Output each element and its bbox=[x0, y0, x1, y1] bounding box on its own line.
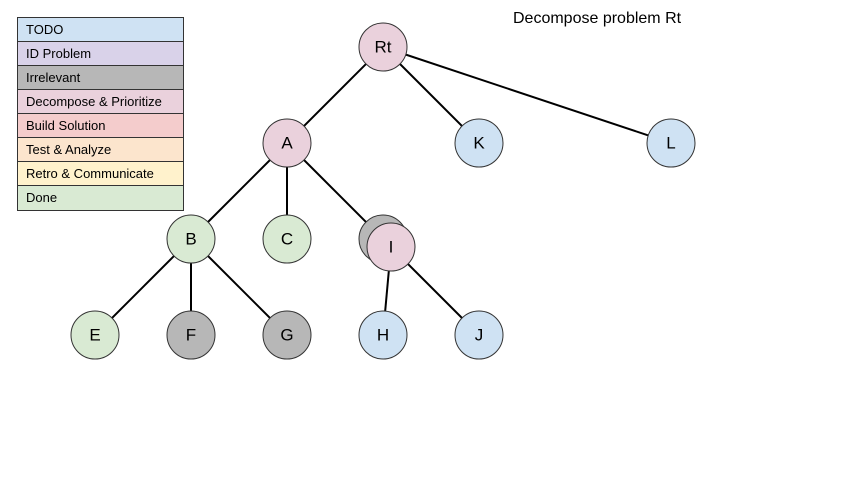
node-i[interactable]: I bbox=[366, 222, 416, 272]
node-circle bbox=[262, 214, 312, 264]
node-circle bbox=[358, 310, 408, 360]
node-c[interactable]: C bbox=[262, 214, 312, 264]
node-label: F bbox=[186, 326, 196, 345]
nodes-layer: Rt A K L B C I E F G H J bbox=[70, 22, 696, 360]
node-l[interactable]: L bbox=[646, 118, 696, 168]
status-legend: TODO ID Problem Irrelevant Decompose & P… bbox=[17, 17, 184, 211]
node-rt[interactable]: Rt bbox=[358, 22, 408, 72]
node-circle bbox=[454, 118, 504, 168]
node-f[interactable]: F bbox=[166, 310, 216, 360]
node-circle bbox=[262, 310, 312, 360]
node-circle bbox=[166, 214, 216, 264]
node-h[interactable]: H bbox=[358, 310, 408, 360]
node-a[interactable]: A bbox=[262, 118, 312, 168]
node-circle bbox=[646, 118, 696, 168]
legend-item-irrelevant: Irrelevant bbox=[18, 66, 183, 90]
legend-item-retro: Retro & Communicate bbox=[18, 162, 183, 186]
node-label: L bbox=[666, 134, 675, 153]
node-label: H bbox=[377, 326, 389, 345]
node-circle bbox=[70, 310, 120, 360]
node-label: E bbox=[89, 326, 100, 345]
node-circle bbox=[262, 118, 312, 168]
legend-item-todo: TODO bbox=[18, 18, 183, 42]
node-circle bbox=[358, 22, 408, 72]
node-circle bbox=[166, 310, 216, 360]
node-label: B bbox=[185, 230, 196, 249]
node-g[interactable]: G bbox=[262, 310, 312, 360]
node-label: K bbox=[473, 134, 485, 153]
node-k[interactable]: K bbox=[454, 118, 504, 168]
edges-layer bbox=[94, 46, 672, 336]
diagram-title: Decompose problem Rt bbox=[513, 10, 682, 27]
edge-rt-l bbox=[382, 46, 672, 144]
node-label: G bbox=[280, 326, 293, 345]
node-label: C bbox=[281, 230, 293, 249]
node-label: A bbox=[281, 134, 293, 153]
node-label: J bbox=[475, 326, 484, 345]
legend-item-decompose: Decompose & Prioritize bbox=[18, 90, 183, 114]
node-label: I bbox=[389, 238, 394, 257]
node-e[interactable]: E bbox=[70, 310, 120, 360]
node-circle bbox=[454, 310, 504, 360]
legend-item-test: Test & Analyze bbox=[18, 138, 183, 162]
node-j[interactable]: J bbox=[454, 310, 504, 360]
legend-item-done: Done bbox=[18, 186, 183, 210]
node-b[interactable]: B bbox=[166, 214, 216, 264]
node-label: Rt bbox=[375, 38, 392, 57]
node-circle bbox=[366, 222, 416, 272]
legend-item-id-problem: ID Problem bbox=[18, 42, 183, 66]
legend-item-build: Build Solution bbox=[18, 114, 183, 138]
